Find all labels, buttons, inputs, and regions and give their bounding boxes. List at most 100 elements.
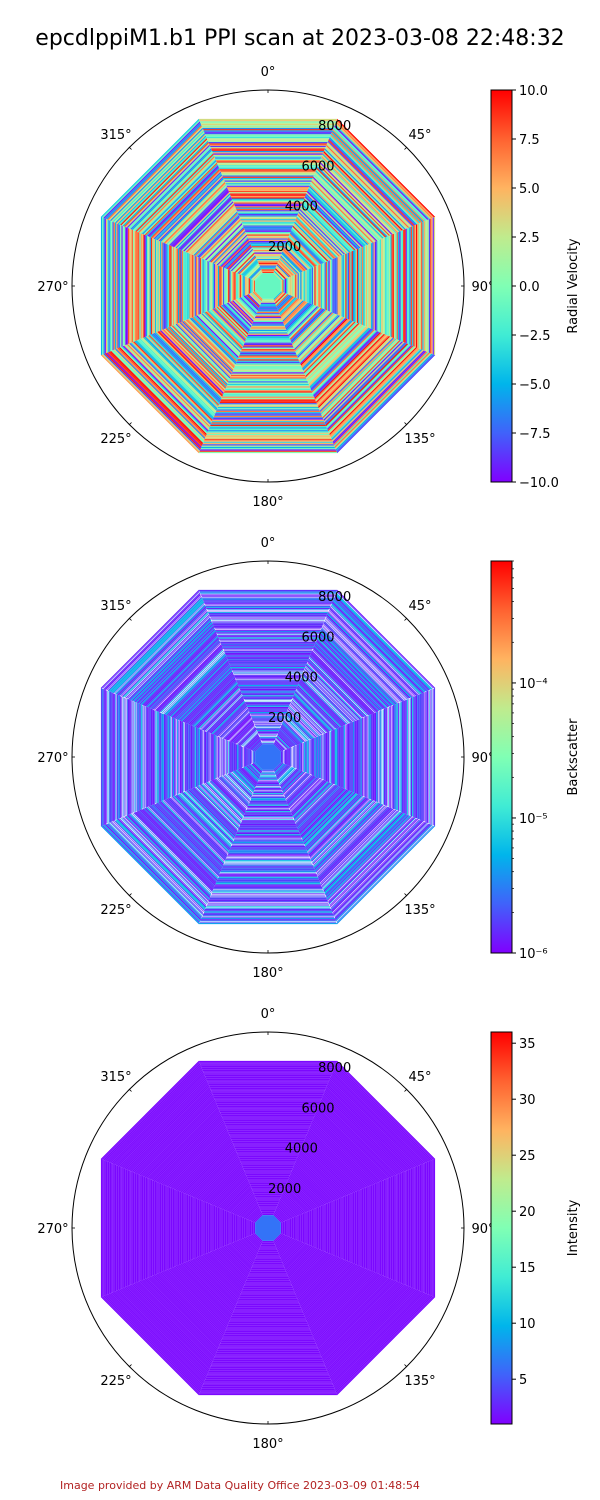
range-gate-cell [331,730,333,784]
range-gate-cell [211,229,246,264]
range-gate-cell [334,1065,431,1162]
range-gate-cell [232,1143,304,1145]
range-gate-cell [224,1184,251,1211]
range-gate-cell [335,121,433,219]
range-gate-cell [285,1245,312,1272]
range-gate-cell [230,376,306,378]
range-gate-cell [235,272,238,300]
range-gate-cell [262,1240,274,1243]
range-gate-cell [261,1243,275,1245]
range-gate-cell [107,352,202,447]
range-gate-cell [312,330,378,396]
range-gate-cell [189,724,191,790]
colorbar-tick-label: 20 [519,1205,536,1220]
range-gate-cell [175,794,231,850]
range-gate-cell [214,884,322,886]
range-gate-cell [127,227,130,345]
range-gate-cell [231,720,254,743]
range-gate-cell [306,795,364,853]
range-gate-cell [207,901,329,903]
range-gate-cell [318,336,392,410]
range-gate-cell [212,701,246,735]
range-gate-cell [335,1063,433,1161]
colorbar-tick-label: 10⁻⁵ [519,812,548,827]
range-gate-cell [148,335,219,406]
range-gate-cell [213,1359,323,1361]
range-gate-cell [409,1168,411,1288]
range-gate-cell [130,1090,212,1172]
range-gate-cell [176,719,178,795]
range-gate-cell [103,1295,201,1393]
range-gate-cell [410,1168,413,1288]
range-gate-cell [319,632,393,706]
range-gate-cell [149,638,220,709]
range-gate-cell [249,749,252,765]
range-gate-cell [246,765,260,779]
range-gate-cell [215,883,321,885]
range-gate-cell [207,430,329,432]
range-gate-cell [221,172,315,175]
range-gate-cell [281,299,302,320]
range-gate-cell [249,1220,252,1236]
range-gate-cell [319,1101,395,1177]
range-gate-cell [123,1287,209,1373]
angle-tick [404,893,407,896]
range-gate-cell [122,611,209,698]
range-gate-cell [326,144,410,228]
range-gate-cell [158,240,160,332]
range-gate-cell [276,294,289,307]
range-gate-cell [259,305,277,307]
range-gate-cell [245,811,291,813]
range-gate-cell [260,739,276,742]
range-gate-cell [421,693,423,821]
range-gate-cell [293,311,330,348]
range-gate-cell [116,605,206,695]
range-gate-cell [316,1207,319,1249]
range-gate-cell [192,1152,238,1198]
range-gate-cell [224,1332,312,1334]
range-gate-cell [127,1285,211,1369]
range-gate-cell [256,1255,280,1257]
range-gate-cell [280,1222,283,1234]
range-gate-cell [300,678,347,725]
range-gate-cell [322,340,402,420]
range-gate-cell [252,279,254,293]
range-gate-cell [238,297,257,316]
range-gate-cell [246,276,248,296]
range-gate-cell [199,784,241,826]
range-gate-cell [314,1208,316,1248]
range-gate-cell [143,234,145,338]
range-gate-cell [234,723,255,744]
range-gate-cell [157,1182,159,1274]
radial-tick-label: 4000 [285,671,318,686]
range-gate-cell [345,1195,347,1261]
range-gate-cell [219,708,249,738]
range-gate-cell [276,265,289,278]
range-gate-cell [406,1169,409,1287]
range-gate-cell [300,789,347,836]
range-gate-cell [288,1218,290,1238]
range-gate-cell [154,239,157,333]
range-gate-cell [111,692,113,822]
range-gate-cell [370,1184,373,1272]
range-gate-cell [331,259,333,313]
range-gate-cell [162,242,164,330]
range-gate-cell [308,659,366,717]
range-gate-cell [199,121,337,123]
range-gate-cell [258,262,278,265]
range-gate-cell [166,327,227,388]
range-gate-cell [308,326,368,386]
range-gate-cell [225,183,311,185]
range-gate-cell [255,314,281,316]
range-gate-cell [327,1083,413,1169]
range-gate-cell [166,655,227,716]
range-gate-cell [284,1188,308,1212]
range-gate-cell [156,1273,223,1340]
range-gate-cell [203,1163,242,1202]
range-gate-cell [207,1167,244,1204]
range-gate-cell [111,350,204,443]
range-gate-cell [428,218,431,354]
range-gate-cell [297,1155,341,1199]
range-gate-cell [320,1280,396,1356]
range-gate-cell [334,352,431,449]
